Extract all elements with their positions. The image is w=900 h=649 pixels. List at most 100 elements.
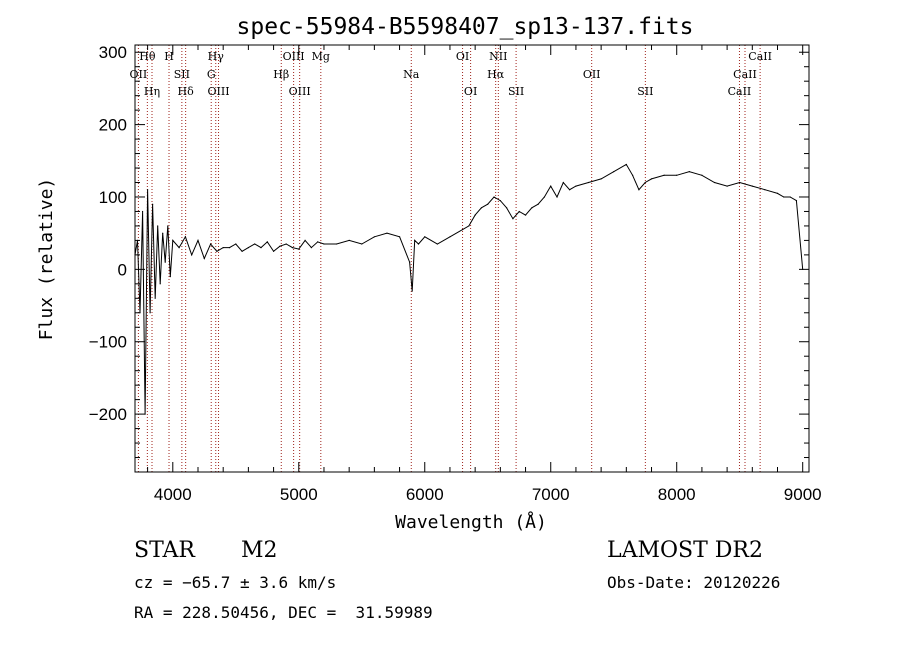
spectrum-point [285, 243, 287, 245]
line-label: OIII [207, 85, 229, 98]
line-label: H [164, 50, 174, 63]
spectrum-point [203, 257, 205, 260]
spectrum-point [493, 196, 495, 198]
spectrum-point [157, 225, 159, 227]
spectrum-point [216, 250, 218, 252]
spectrum-point [644, 181, 646, 184]
spectrum-point [317, 241, 319, 243]
spectrum-point [247, 247, 249, 249]
spectrum-point [531, 207, 533, 209]
spectrum-point [172, 239, 174, 242]
spectrum-point [726, 185, 728, 187]
line-label: SII [637, 85, 653, 98]
spectrum-point [335, 243, 338, 245]
spectrum-point [254, 243, 256, 245]
spectrum-point [676, 174, 678, 176]
spectrum-point [562, 181, 564, 184]
line-label: OII [583, 68, 601, 81]
spectrum-point [159, 283, 161, 285]
y-tick-label: −100 [89, 333, 127, 352]
survey-name: LAMOST DR2 [607, 538, 763, 563]
spectrum-point [739, 181, 741, 184]
spectrum-point [487, 203, 489, 205]
spectrum-point [310, 247, 312, 249]
spectrum-point [162, 232, 164, 234]
x-axis-ticks: 4000 5000 6000 7000 8000 9000 [147, 45, 822, 504]
spectrum-point [348, 239, 350, 242]
y-tick-label: −200 [89, 405, 127, 424]
line-label: OI [456, 50, 469, 63]
y-tick-label: 200 [99, 116, 127, 135]
spectrum-point [146, 189, 149, 191]
spectrum-point [228, 247, 231, 249]
spectrum-point [235, 243, 237, 245]
spectrum-point [279, 245, 281, 247]
spectrum-point [688, 171, 690, 173]
spectrum-point [209, 243, 212, 245]
spectrum-point [436, 243, 438, 245]
spectrum-point [154, 297, 156, 299]
coordinates-text: RA = 228.50456, DEC = 31.59989 [134, 603, 433, 622]
spectrum-point [323, 243, 325, 245]
redshift-text: cz = −65.7 ± 3.6 km/s [134, 573, 337, 592]
line-label: Hγ [208, 50, 225, 63]
spectrum-point [632, 174, 634, 176]
spectrum-point [751, 185, 753, 187]
line-label: OIII [283, 50, 305, 63]
spectrum-point [272, 250, 275, 252]
spectrum-point [417, 243, 420, 245]
spectrum-point [783, 196, 785, 198]
spectrum-point [506, 207, 508, 209]
spectrum-point [414, 239, 416, 242]
spectrum-point [613, 171, 615, 173]
line-label: OII [130, 68, 148, 81]
spectrum-point [191, 254, 193, 256]
spectrum-point [587, 181, 590, 184]
spectrum-point [304, 239, 306, 242]
spectrum-point [764, 189, 766, 191]
observation-date: Obs-Date: 20120226 [607, 573, 781, 592]
spectrum-point [141, 210, 144, 213]
spectrum-point [361, 243, 363, 245]
spectrum-point [169, 275, 171, 278]
spectrum-point [480, 207, 483, 209]
line-label: CaII [748, 50, 772, 63]
line-label: OIII [289, 85, 311, 98]
line-label: Mg [312, 50, 330, 63]
spectrum-point [550, 185, 552, 187]
spectrum-point [524, 214, 527, 216]
spectrum-point [298, 248, 300, 250]
spectrum-point [468, 225, 470, 227]
x-axis-label: Wavelength (Å) [395, 511, 547, 533]
spectrum-point [241, 250, 243, 252]
spectrum-point [625, 163, 627, 166]
spectrum-point [537, 203, 539, 205]
object-class: STAR [134, 538, 195, 563]
spectrum-point [474, 214, 476, 216]
spectrum-point [184, 236, 186, 238]
line-label: Hα [487, 68, 505, 81]
line-label: OI [464, 85, 477, 98]
spectrum-point [701, 174, 703, 176]
spectrum-point [373, 236, 375, 238]
spectrum-point [222, 247, 224, 249]
spectrum-point [795, 200, 798, 202]
spectrum-point [789, 196, 791, 198]
spectrum-point [386, 232, 388, 234]
x-tick-label: 5000 [280, 485, 318, 504]
line-label: Hη [144, 85, 160, 98]
x-tick-label: 6000 [406, 485, 444, 504]
spectrum-point [663, 174, 665, 176]
line-label: NII [489, 50, 507, 63]
spectrum-point [167, 225, 169, 227]
spectrum-point [556, 196, 558, 198]
spectrum-point [411, 290, 413, 292]
y-tick-label: 100 [99, 188, 127, 207]
y-tick-label: 0 [118, 260, 127, 279]
spectrum-series [134, 163, 804, 415]
spectrum-point [178, 247, 180, 249]
chart-title: spec-55984-B5598407_sp13-137.fits [237, 14, 694, 40]
spectrum-point [409, 261, 411, 263]
spectrum-point [424, 236, 426, 238]
